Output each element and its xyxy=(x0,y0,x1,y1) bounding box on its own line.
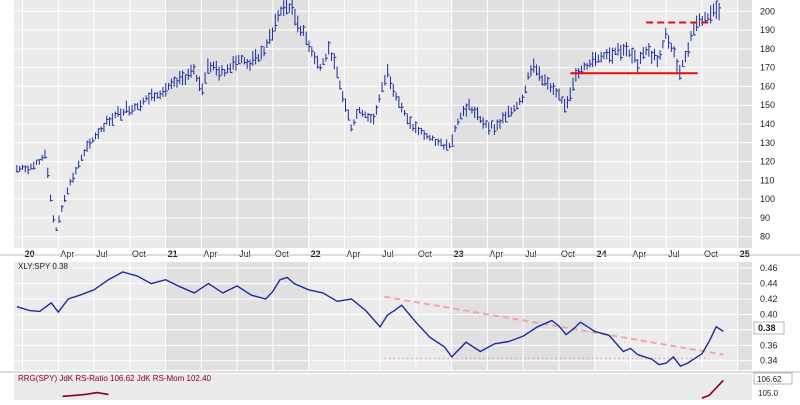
rrg-panel: RRG(SPY) JdK RS-Ratio 106.62 JdK RS-Mom … xyxy=(14,372,793,400)
ratio-ytick-label: 0.44 xyxy=(760,279,778,289)
price-ytick-label: 110 xyxy=(760,175,774,185)
ratio-legend: XLY:SPY 0.38 xyxy=(18,262,69,271)
xtick-label: Jul xyxy=(96,249,108,259)
xtick-label: Jul xyxy=(239,249,251,259)
rrg-plot-background xyxy=(14,374,752,400)
xtick-label: Oct xyxy=(275,249,290,259)
price-ytick-label: 120 xyxy=(760,157,775,167)
ratio-ytick-label: 0.42 xyxy=(760,294,778,304)
xtick-label: 20 xyxy=(25,249,35,259)
xtick-label: 25 xyxy=(740,249,750,259)
rrg-ytick-label: 105.0 xyxy=(758,389,779,398)
price-ytick-label: 140 xyxy=(760,119,775,129)
xtick-label: 22 xyxy=(311,249,321,259)
price-panel: 80 90 100 110 120 130 140 150 160 170 180 190 200 20… xyxy=(14,0,775,259)
rrg-series-line-recent xyxy=(701,379,724,399)
ratio-trend-line xyxy=(384,295,724,356)
xtick-label: Oct xyxy=(132,249,147,259)
rrg-series-line xyxy=(62,391,109,398)
xtick-label: Jul xyxy=(525,249,537,259)
ratio-panel: 0.34 0.36 0.38 0.40 0.42 0.44 0.46 XLY:SPY 0.3… xyxy=(14,262,785,370)
price-ytick-label: 170 xyxy=(760,63,775,73)
xtick-label: Apr xyxy=(632,249,646,259)
price-ytick-label: 80 xyxy=(760,232,770,242)
price-ytick-label: 130 xyxy=(760,138,775,148)
xtick-label: Apr xyxy=(489,249,503,259)
xtick-label: Apr xyxy=(60,249,74,259)
xtick-label: Oct xyxy=(561,249,576,259)
ratio-last-value-box xyxy=(753,321,785,335)
price-ytick-label: 90 xyxy=(760,213,770,223)
price-ytick-label: 150 xyxy=(760,100,775,110)
xtick-label: 21 xyxy=(168,249,178,259)
ratio-last-value: 0.38 xyxy=(758,323,776,333)
year-band xyxy=(737,262,752,370)
rrg-last-value-box xyxy=(753,372,793,385)
ratio-series-line xyxy=(16,271,724,367)
xtick-label: Oct xyxy=(704,249,719,259)
ratio-ytick-label: 0.40 xyxy=(760,309,778,319)
price-ytick-label: 160 xyxy=(760,81,775,91)
xtick-label: Oct xyxy=(418,249,433,259)
ratio-ytick-label: 0.46 xyxy=(760,263,778,273)
xtick-label: Jul xyxy=(382,249,394,259)
price-ytick-label: 190 xyxy=(760,25,775,35)
xtick-label: Jul xyxy=(668,249,680,259)
price-ytick-label: 200 xyxy=(760,6,775,16)
ratio-ytick-label: 0.34 xyxy=(760,356,778,366)
price-ytick-label: 180 xyxy=(760,44,775,54)
ratio-ytick-label: 0.36 xyxy=(760,340,778,350)
xtick-label: Apr xyxy=(346,249,360,259)
xtick-label: 23 xyxy=(454,249,464,259)
ratio-plot-background xyxy=(14,262,752,370)
price-ytick-label: 100 xyxy=(760,194,775,204)
rrg-last-value: 106.62 xyxy=(757,375,782,384)
xtick-label: 24 xyxy=(597,249,607,259)
xtick-label: Apr xyxy=(203,249,217,259)
rrg-legend: RRG(SPY) JdK RS-Ratio 106.62 JdK RS-Mom … xyxy=(18,374,212,383)
